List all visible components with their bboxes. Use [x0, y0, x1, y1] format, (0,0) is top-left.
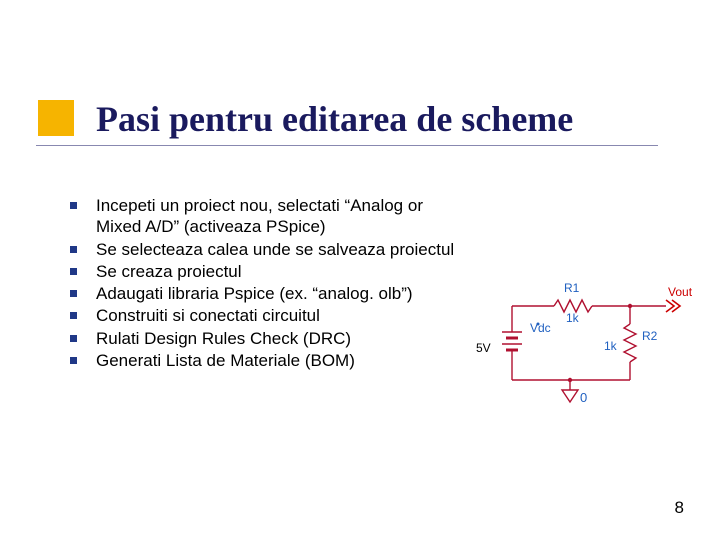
label-vout: Vout	[668, 285, 693, 299]
bullet-list: Incepeti un proiect nou, selectati “Anal…	[70, 195, 460, 371]
value-1k-a: 1k	[566, 311, 580, 325]
list-item: Generati Lista de Materiale (BOM)	[70, 350, 460, 371]
circuit-diagram: Vdc 5V R1 1k 1k R2 Vout 0	[470, 276, 694, 416]
title-underline	[36, 145, 658, 146]
list-item: Adaugati libraria Pspice (ex. “analog. o…	[70, 283, 460, 304]
accent-square	[38, 100, 74, 136]
list-item: Se creaza proiectul	[70, 261, 460, 282]
slide: Pasi pentru editarea de scheme Incepeti …	[0, 0, 720, 540]
list-item: Rulati Design Rules Check (DRC)	[70, 328, 460, 349]
list-item: Se selecteaza calea unde se salveaza pro…	[70, 239, 460, 260]
list-item: Incepeti un proiect nou, selectati “Anal…	[70, 195, 460, 238]
label-r1: R1	[564, 281, 580, 295]
label-r2: R2	[642, 329, 658, 343]
list-item: Construiti si conectati circuitul	[70, 305, 460, 326]
label-zero: 0	[580, 390, 587, 405]
value-5v: 5V	[476, 341, 491, 355]
page-number: 8	[675, 498, 684, 518]
label-vdc: Vdc	[530, 321, 551, 335]
content-area: Incepeti un proiect nou, selectati “Anal…	[70, 195, 460, 372]
slide-title: Pasi pentru editarea de scheme	[96, 98, 573, 140]
value-1k-b: 1k	[604, 339, 618, 353]
